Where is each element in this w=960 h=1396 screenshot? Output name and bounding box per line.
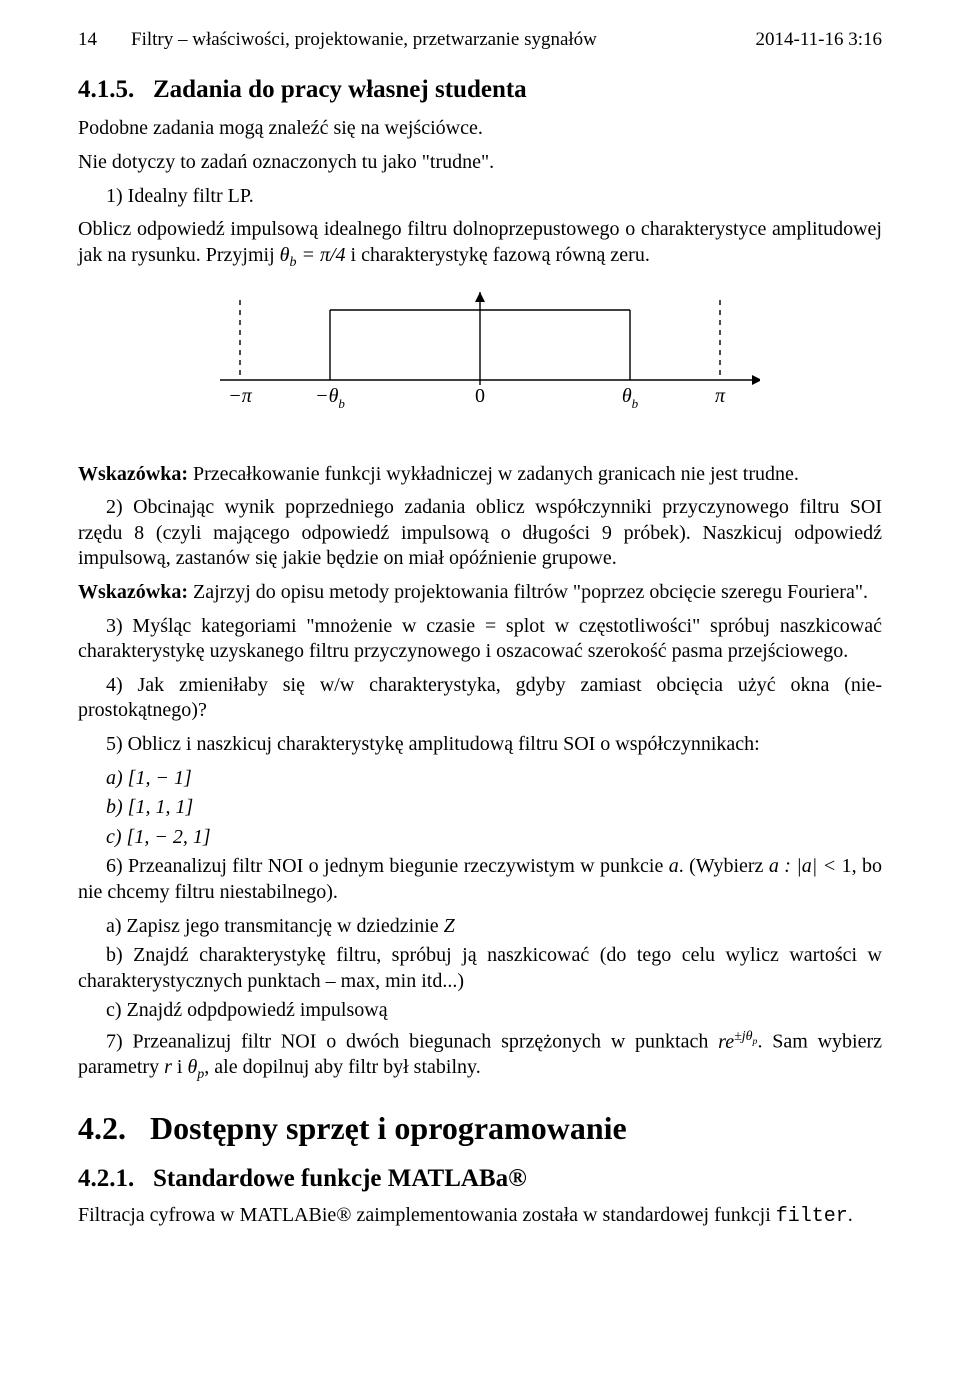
hint1-prefix: Wskazówka: <box>78 463 188 485</box>
section-4-2-1-body-a: Filtracja cyfrowa w MATLABie® zaimplemen… <box>78 1204 776 1226</box>
filter-diagram: −π −θb 0 θb π <box>78 290 882 440</box>
task7: 7) Przeanalizuj filtr NOI o dwóch biegun… <box>78 1028 882 1084</box>
task6-cond: a : |a| < <box>769 855 842 877</box>
section-4-2-1-body: Filtracja cyfrowa w MATLABie® zaimplemen… <box>78 1203 882 1230</box>
svg-text:−θb: −θb <box>315 385 345 411</box>
header-left: 14 Filtry – właściwości, projektowanie, … <box>78 28 597 52</box>
task7-a: 7) Przeanalizuj filtr NOI o dwóch biegun… <box>106 1031 718 1053</box>
task6-sub-a: a) Zapisz jego transmitancję w dziedzini… <box>78 914 882 940</box>
running-header: 14 Filtry – właściwości, projektowanie, … <box>78 28 882 52</box>
section-4-1-5-heading: 4.1.5. Zadania do pracy własnej studenta <box>78 74 882 106</box>
section-4-2-1-title: Standardowe funkcje MATLABa® <box>153 1165 527 1192</box>
task1-body-b: i charakterystykę fazową równą zeru. <box>346 244 650 266</box>
task6-b: . (Wybierz <box>679 855 769 877</box>
task5c: c) [1, − 2, 1] <box>78 825 882 851</box>
section-4-2-1-heading: 4.2.1. Standardowe funkcje MATLABa® <box>78 1163 882 1195</box>
section-title-text: Zadania do pracy własnej studenta <box>153 76 527 103</box>
task6: 6) Przeanalizuj filtr NOI o jednym biegu… <box>78 854 882 905</box>
task6-a: 6) Przeanalizuj filtr NOI o jednym biegu… <box>106 855 669 877</box>
task5: 5) Oblicz i naszkicuj charakterystykę am… <box>78 732 882 758</box>
section-4-2-1-number: 4.2.1. <box>78 1165 134 1192</box>
task1-body: Oblicz odpowiedź impulsową idealnego fil… <box>78 217 882 272</box>
intro-line2: Nie dotyczy to zadań oznaczonych tu jako… <box>78 150 882 176</box>
hint1: Wskazówka: Przecałkowanie funkcji wykład… <box>78 462 882 488</box>
task4: 4) Jak zmieniłaby się w/w charakterystyk… <box>78 673 882 724</box>
svg-text:−π: −π <box>228 385 252 407</box>
svg-text:π: π <box>715 385 726 407</box>
filter-function-name: filter <box>776 1205 848 1228</box>
task7-poles: re±jθp <box>718 1031 757 1053</box>
task3: 3) Myśląc kategoriami "mnożenie w czasie… <box>78 614 882 665</box>
svg-text:0: 0 <box>475 385 485 407</box>
section-number: 4.1.5. <box>78 76 134 103</box>
hint2-text: Zajrzyj do opisu metody projektowania fi… <box>188 581 868 603</box>
filter-diagram-svg: −π −θb 0 θb π <box>200 290 760 440</box>
task7-c: , ale dopilnuj aby filtr był stabilny. <box>204 1056 480 1078</box>
task1-lead: 1) Idealny filtr LP. <box>78 184 882 210</box>
svg-text:θb: θb <box>622 385 639 411</box>
section-4-2-number: 4.2. <box>78 1110 126 1146</box>
z-transform-symbol: Z <box>444 915 455 937</box>
hint2: Wskazówka: Zajrzyj do opisu metody proje… <box>78 580 882 606</box>
page-number: 14 <box>78 28 97 52</box>
intro-line1: Podobne zadania mogą znaleźć się na wejś… <box>78 116 882 142</box>
task6-sub-c: c) Znajdź odpdpowiedź impulsową <box>78 998 882 1024</box>
task7-params: r <box>164 1056 172 1078</box>
header-timestamp: 2014-11-16 3:16 <box>756 28 882 52</box>
section-4-2-1-body-b: . <box>848 1204 853 1226</box>
running-title: Filtry – właściwości, projektowanie, prz… <box>131 28 597 52</box>
task5b: b) [1, 1, 1] <box>78 795 882 821</box>
section-4-2-heading: 4.2. Dostępny sprzęt i oprogramowanie <box>78 1108 882 1149</box>
theta-b-eq: θb = π/4 <box>280 244 346 266</box>
page: 14 Filtry – właściwości, projektowanie, … <box>0 0 960 1396</box>
task5a: a) [1, − 1] <box>78 766 882 792</box>
hint2-prefix: Wskazówka: <box>78 581 188 603</box>
task5c-expr: c) [1, − 2, 1] <box>106 826 211 848</box>
hint1-text: Przecałkowanie funkcji wykładniczej w za… <box>188 463 799 485</box>
task2: 2) Obcinając wynik poprzedniego zadania … <box>78 495 882 572</box>
task6-one: 1 <box>842 855 852 877</box>
task5b-expr: b) [1, 1, 1] <box>106 796 193 818</box>
task5a-expr: a) [1, − 1] <box>106 767 192 789</box>
task6-sub-a-text: a) Zapisz jego transmitancję w dziedzini… <box>106 915 444 937</box>
task6-sub-b: b) Znajdź charakterystykę filtru, spróbu… <box>78 943 882 994</box>
task6-var-a: a <box>669 855 679 877</box>
section-4-2-title: Dostępny sprzęt i oprogramowanie <box>150 1110 627 1146</box>
task7-theta: θp <box>187 1056 204 1078</box>
